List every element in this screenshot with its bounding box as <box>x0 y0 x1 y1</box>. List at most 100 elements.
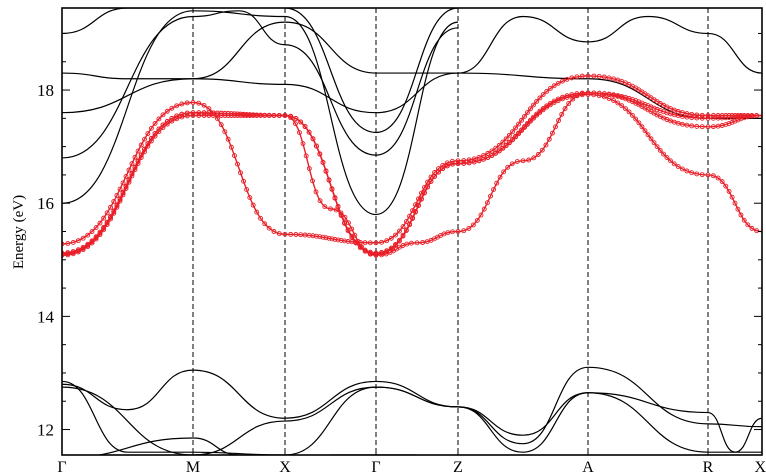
highlighted-band-point <box>184 113 190 119</box>
highlighted-band-point <box>241 111 246 117</box>
highlighted-band-point <box>461 158 467 163</box>
highlighted-band-point <box>225 111 231 116</box>
highlighted-band-point <box>484 200 490 206</box>
highlighted-band-point <box>238 111 243 117</box>
highlighted-band-point <box>75 247 81 253</box>
highlighted-band-point <box>461 228 467 234</box>
highlighted-band-point <box>247 195 253 201</box>
highlighted-band-point <box>403 227 409 233</box>
highlighted-band-point <box>317 151 323 157</box>
highlighted-band-point <box>732 113 738 118</box>
highlighted-band-point <box>425 179 431 185</box>
highlighted-band-point <box>160 112 166 118</box>
highlighted-band-point <box>126 177 132 183</box>
highlighted-band-point <box>322 204 328 210</box>
highlighted-band-point <box>367 249 373 255</box>
highlighted-band-point <box>300 141 306 147</box>
highlighted-band-point <box>129 170 135 176</box>
highlighted-band-point <box>297 130 302 136</box>
high-symmetry-lines <box>192 8 709 455</box>
highlighted-band-point <box>476 158 482 164</box>
highlighted-band-point <box>384 248 390 254</box>
x-tick-label: M <box>186 459 200 474</box>
highlighted-band-point <box>114 202 120 208</box>
highlighted-band-point <box>488 193 493 199</box>
highlighted-band-point <box>555 96 561 102</box>
highlighted-band-point <box>85 241 91 247</box>
highlighted-band-point <box>710 173 716 179</box>
highlighted-band-point <box>699 172 705 178</box>
highlighted-band-point <box>699 115 705 121</box>
highlighted-band-point <box>238 170 243 176</box>
highlighted-band-point <box>537 108 543 114</box>
highlighted-band-point <box>332 195 338 201</box>
highlighted-band-point <box>222 110 228 116</box>
highlighted-band-point <box>560 94 565 100</box>
highlighted-band-point <box>574 91 580 97</box>
highlighted-band-point <box>345 227 351 233</box>
highlighted-band-point <box>497 174 503 180</box>
highlighted-band-point <box>152 120 158 126</box>
highlighted-band-point <box>476 154 482 160</box>
highlighted-band-point <box>684 168 690 174</box>
highlighted-band-point <box>729 119 735 125</box>
highlighted-band-point <box>489 148 495 154</box>
highlighted-band-point <box>710 113 716 118</box>
highlighted-band-point <box>414 240 420 246</box>
highlighted-band-point <box>335 237 341 243</box>
highlighted-band-point <box>645 132 651 138</box>
highlighted-band-point <box>432 173 438 179</box>
highlighted-band-point <box>288 231 294 237</box>
highlighted-band-point <box>710 115 716 121</box>
highlighted-band-point <box>729 113 735 118</box>
highlighted-band-point <box>206 110 212 116</box>
highlighted-band-point <box>117 186 123 192</box>
highlighted-band-point <box>244 112 250 118</box>
highlighted-band-point <box>422 190 427 196</box>
highlighted-band-point <box>729 194 735 200</box>
highlighted-band-point <box>540 92 546 98</box>
highlighted-band-point <box>500 145 506 151</box>
highlighted-band-point <box>232 111 237 117</box>
highlighted-band-point <box>601 94 607 100</box>
highlighted-band-point <box>416 202 421 208</box>
highlighted-band-point <box>225 136 231 142</box>
highlighted-band-point <box>496 148 502 154</box>
highlighted-band-point <box>547 100 553 106</box>
highlighted-band-point <box>689 115 695 121</box>
highlighted-band-point <box>726 113 732 118</box>
highlighted-band-point <box>540 105 546 111</box>
highlighted-band-point <box>190 100 196 105</box>
highlighted-band-point <box>132 154 138 160</box>
highlighted-band-point <box>70 249 76 254</box>
highlighted-band-point <box>179 111 185 117</box>
highlighted-band-point <box>699 124 705 130</box>
highlighted-band-point <box>684 111 690 117</box>
highlighted-band-point <box>117 196 123 202</box>
highlighted-band-line <box>62 93 762 255</box>
highlighted-band-point <box>190 110 196 116</box>
bands-group <box>62 8 762 455</box>
highlighted-band-point <box>232 153 237 159</box>
band-line <box>62 366 762 445</box>
highlighted-band-point <box>546 136 552 142</box>
highlighted-band-point <box>104 210 110 216</box>
highlighted-band-point <box>135 148 141 154</box>
highlighted-band-point <box>408 240 414 246</box>
highlighted-band-point <box>445 230 451 236</box>
highlighted-band-point <box>606 92 612 97</box>
highlighted-band-point <box>668 158 673 164</box>
highlighted-band-point <box>749 225 755 231</box>
highlighted-band-point <box>93 225 99 231</box>
highlighted-band-point <box>332 236 338 242</box>
highlighted-band-point <box>675 164 681 170</box>
highlighted-band-point <box>174 113 180 119</box>
highlighted-band-point <box>114 192 120 198</box>
highlighted-band-point <box>196 113 202 118</box>
highlighted-band-point <box>418 196 424 202</box>
highlighted-band-point <box>425 184 431 190</box>
highlighted-band-point <box>89 238 95 244</box>
highlighted-band-point <box>320 234 326 240</box>
highlighted-band-point <box>553 124 558 130</box>
highlighted-band-point <box>407 221 412 227</box>
